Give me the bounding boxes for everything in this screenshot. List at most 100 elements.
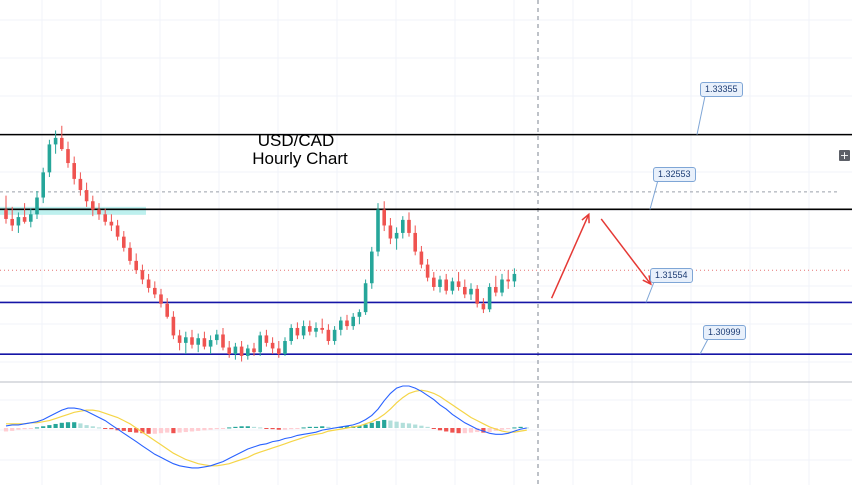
candle-body — [196, 338, 200, 345]
candle-body — [258, 335, 262, 353]
candle-body — [10, 218, 14, 226]
support-zone — [0, 206, 146, 215]
macd-histogram-bar — [475, 428, 480, 433]
macd-histogram-bar — [406, 423, 412, 428]
candle-body — [370, 251, 374, 284]
macd-histogram-bar — [512, 427, 517, 429]
macd-histogram-bar — [320, 426, 325, 428]
macd-histogram-bar — [326, 426, 331, 428]
macd-histogram-bar — [307, 426, 312, 428]
candle-body — [388, 225, 393, 239]
macd-histogram-bar — [481, 428, 486, 433]
price-label-connector — [645, 281, 655, 303]
candle-body — [481, 303, 486, 310]
candle-body — [78, 178, 83, 191]
candle-body — [16, 217, 21, 226]
projection-arrow-shaft — [550, 213, 590, 299]
candle-body — [345, 320, 349, 327]
price-label-connector — [696, 95, 706, 135]
macd-histogram-bar — [251, 426, 257, 428]
projection-arrow-head — [642, 275, 652, 286]
candle-body — [159, 294, 163, 304]
macd-histogram-bar — [152, 428, 157, 434]
candle-body — [4, 209, 8, 219]
candle-body — [407, 219, 411, 233]
candle-body — [171, 316, 176, 336]
price-label-connector — [649, 179, 659, 210]
candle-body — [184, 337, 188, 343]
macd-histogram-bar — [34, 427, 40, 429]
macd-histogram-bar — [196, 428, 201, 431]
macd-histogram-bar — [313, 426, 319, 428]
macd-histogram-bar — [158, 428, 164, 434]
candle-body — [308, 326, 312, 332]
macd-histogram-bar — [183, 428, 188, 433]
chart-title-line2: Hourly Chart — [252, 149, 348, 168]
candle-body — [425, 264, 430, 278]
candle-body — [283, 341, 287, 355]
macd-histogram-bar — [177, 428, 182, 433]
candle-body — [432, 277, 436, 287]
macd-histogram-bar — [127, 428, 133, 433]
candle-body — [35, 197, 39, 215]
macd-histogram-bar — [524, 427, 529, 429]
candle-body — [295, 327, 300, 336]
macd-histogram-bar — [276, 428, 281, 430]
candle-body — [320, 327, 324, 330]
candle-body — [301, 326, 306, 336]
candle-body — [475, 288, 479, 304]
macd-histogram-bar — [72, 422, 77, 428]
candle-body — [22, 217, 27, 222]
macd-histogram-bar — [208, 428, 213, 430]
candle-body — [438, 279, 442, 287]
candle-body — [134, 260, 138, 271]
price-label-1-33355: 1.33355 — [700, 82, 743, 97]
macd-histogram-bar — [431, 428, 436, 429]
candle-body — [115, 225, 120, 237]
macd-histogram-bar — [301, 427, 306, 429]
macd-histogram-bar — [289, 428, 294, 430]
candle-body — [494, 286, 498, 293]
candle-body — [221, 334, 225, 348]
candle-body — [469, 288, 473, 295]
candle-body — [140, 270, 145, 280]
macd-histogram-bar — [270, 428, 275, 430]
chart-title-line1: USD/CAD — [257, 131, 335, 150]
macd-histogram-bar — [90, 426, 95, 428]
add-crosshair-level-button[interactable]: + — [839, 149, 850, 162]
macd-histogram-bar — [28, 428, 33, 429]
macd-histogram-bar — [468, 428, 474, 433]
candle-body — [190, 337, 194, 345]
macd-signal-line — [6, 389, 527, 467]
macd-histogram-bar — [165, 428, 170, 433]
candle-body — [277, 348, 281, 355]
candle-body — [72, 163, 76, 179]
macd-histogram-bar — [369, 422, 374, 428]
macd-histogram-bar — [84, 425, 89, 428]
candle-body — [128, 247, 132, 261]
candle-body — [47, 144, 52, 173]
macd-histogram-bar — [499, 428, 505, 430]
candle-body — [326, 329, 331, 342]
macd-histogram-bar — [400, 422, 405, 428]
candle-body — [97, 209, 101, 215]
macd-histogram-bar — [47, 425, 52, 428]
candle-body — [227, 347, 231, 355]
macd-histogram-bar — [214, 428, 219, 430]
macd-histogram-bar — [10, 428, 15, 431]
candle-body — [246, 348, 250, 356]
candle-body — [463, 286, 467, 295]
macd-histogram-bar — [220, 428, 226, 429]
candle-body — [332, 329, 337, 342]
macd-histogram-bar — [239, 426, 244, 428]
macd-histogram-bar — [3, 428, 9, 432]
macd-histogram-bar — [388, 420, 393, 428]
candle-body — [202, 338, 207, 347]
macd-histogram-bar — [233, 426, 238, 428]
macd-histogram-bar — [41, 426, 46, 428]
macd-histogram-bar — [394, 421, 399, 428]
macd-histogram-bar — [134, 428, 139, 433]
macd-histogram-bar — [357, 425, 362, 428]
macd-histogram-bar — [344, 426, 350, 428]
